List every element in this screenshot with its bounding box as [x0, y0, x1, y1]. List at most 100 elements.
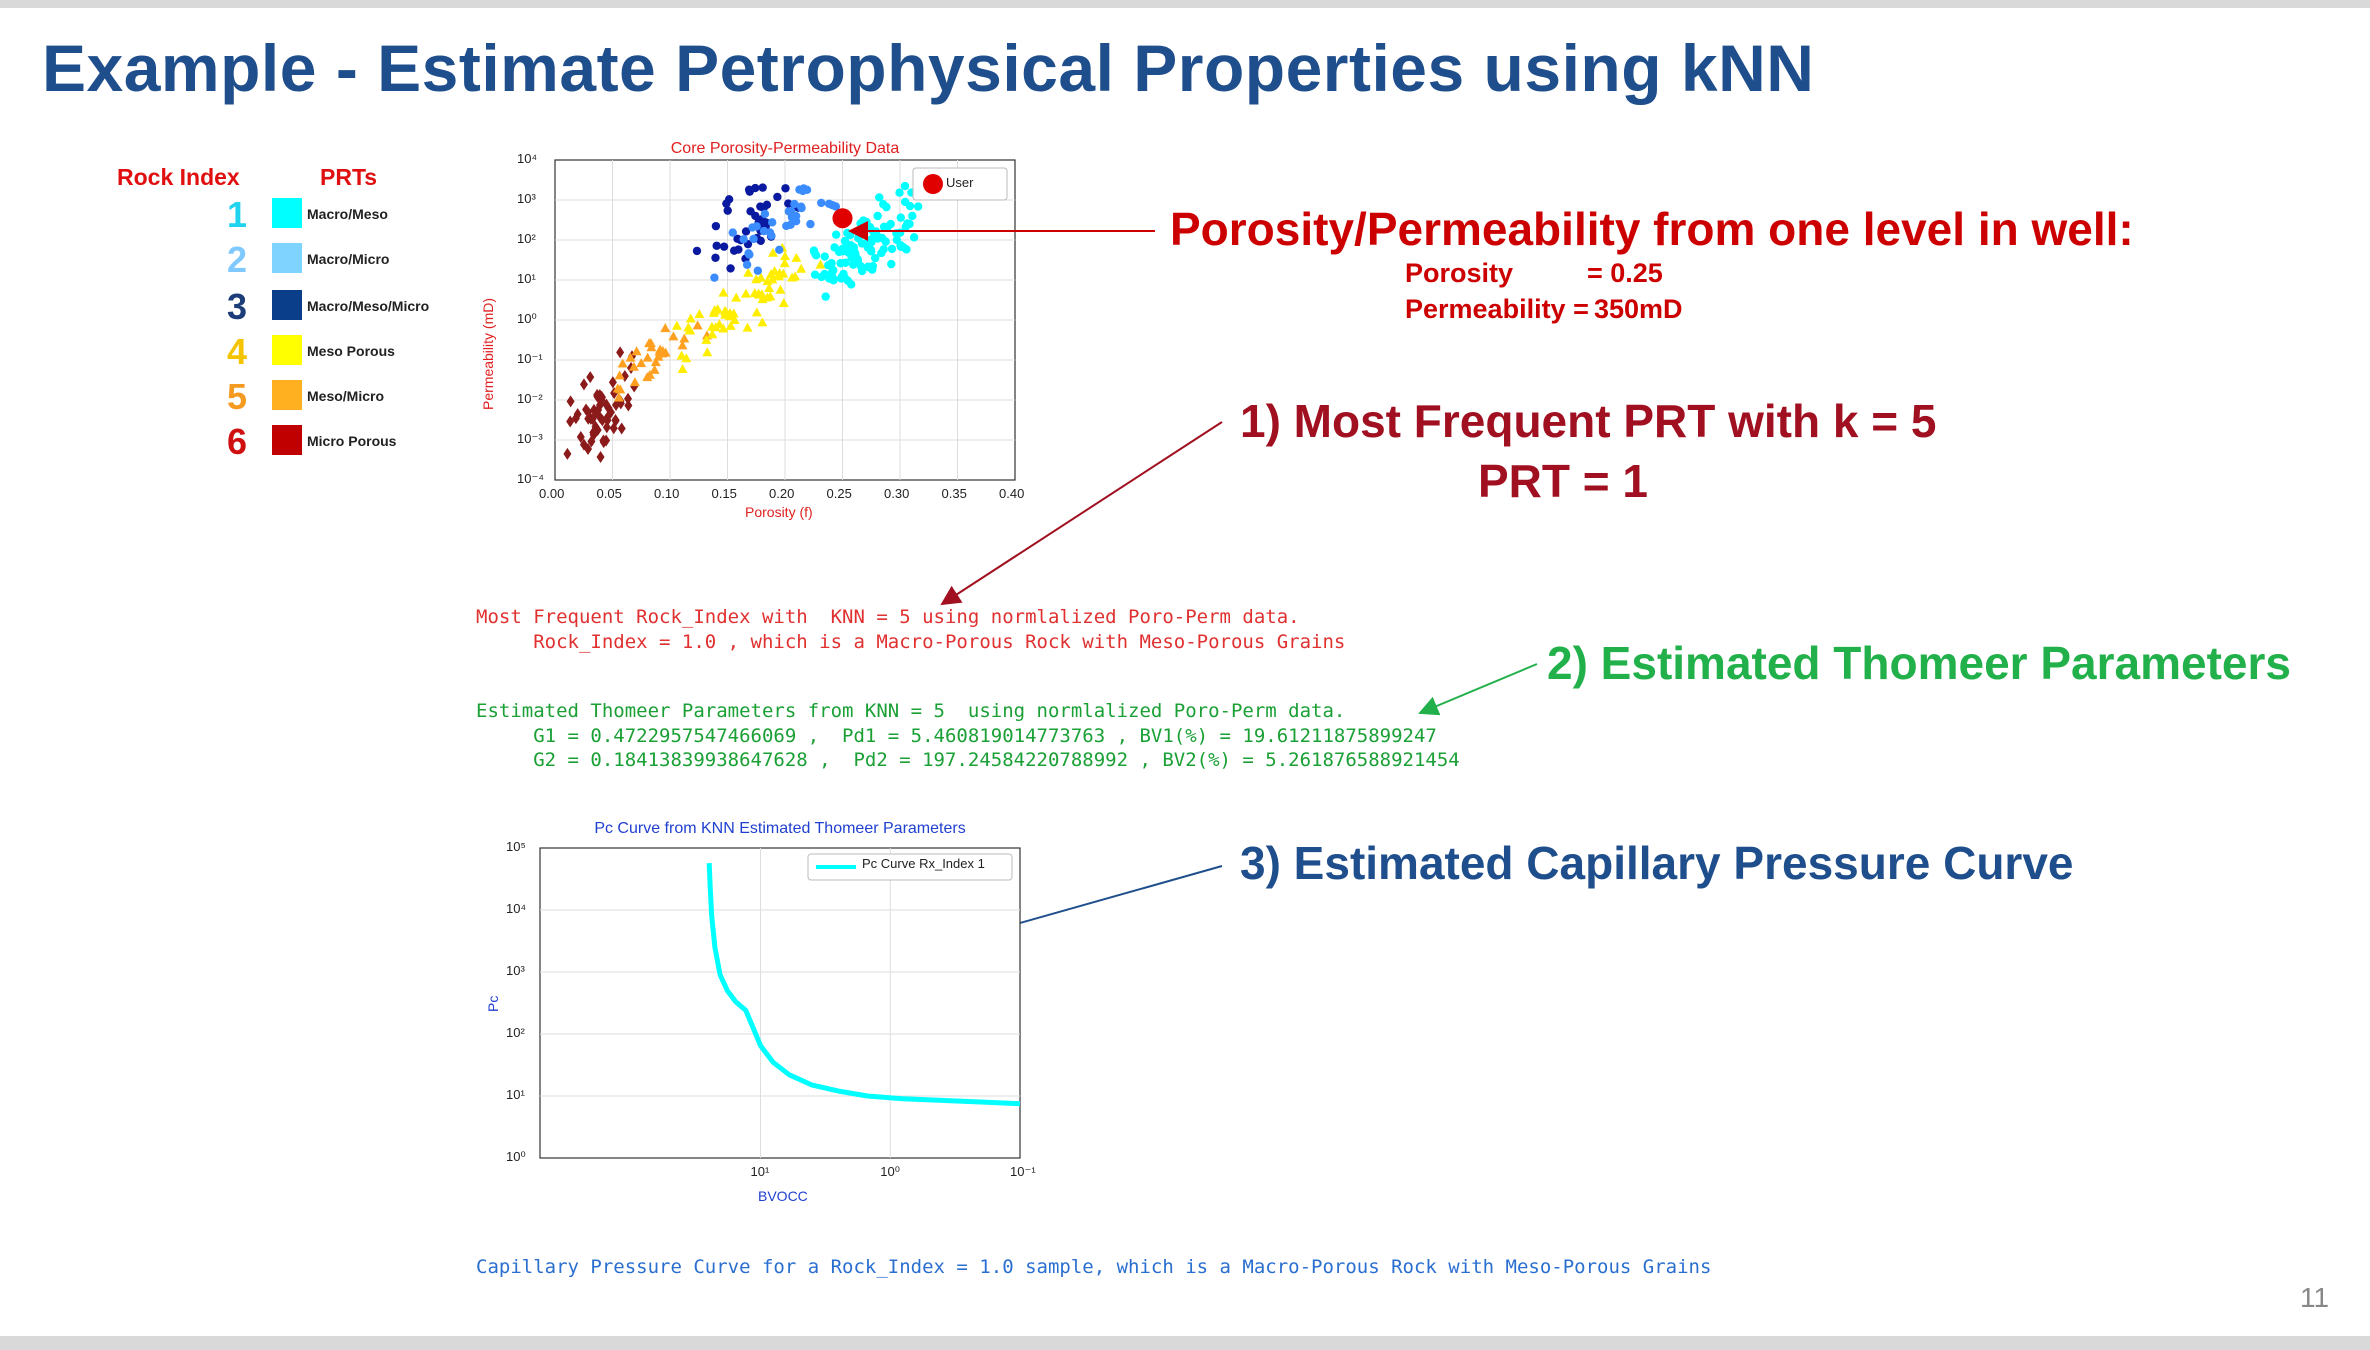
legend-swatch-4	[272, 335, 302, 365]
scatter-point-rock-1	[902, 245, 911, 254]
scatter-point-rock-1	[827, 258, 836, 268]
scatter-point-rock-2	[796, 202, 806, 211]
rock-index-header: Rock Index	[117, 164, 240, 190]
pc-plot-area	[539, 847, 1021, 1159]
scatter-xtick: 0.05	[596, 486, 622, 501]
scatter-point-rock-3	[724, 195, 734, 204]
scatter-point-rock-4	[779, 258, 790, 268]
scatter-point-rock-6	[616, 346, 625, 359]
legend-swatch-1	[272, 198, 302, 228]
scatter-point-rock-6	[584, 406, 593, 419]
scatter-point-rock-6	[624, 392, 633, 405]
pc-chart	[539, 847, 1021, 1159]
scatter-point-rock-5	[642, 352, 653, 362]
scatter-point-rock-4	[762, 276, 773, 286]
scatter-xtick: 0.35	[941, 486, 967, 501]
callout-poro-perm-title: Porosity/Permeability from one level in …	[1170, 203, 2134, 255]
scatter-point-rock-2	[749, 234, 758, 244]
scatter-point-rock-6	[566, 415, 575, 428]
scatter-point-rock-4	[677, 363, 688, 373]
scatter-point-rock-4	[751, 274, 762, 284]
scatter-point-rock-2	[817, 198, 826, 208]
scatter-point-rock-6	[586, 371, 595, 384]
scatter-point-rock-6	[612, 398, 621, 411]
scatter-point-rock-6	[617, 422, 626, 435]
scatter-point-rock-1	[843, 276, 853, 285]
pc-ytick: 10⁵	[506, 839, 526, 854]
scatter-point-rock-2	[710, 273, 719, 282]
scatter-point-rock-4	[768, 247, 779, 257]
scatter-xtick: 0.25	[826, 486, 852, 501]
scatter-point-rock-4	[725, 320, 736, 330]
scatter-point-rock-4	[671, 320, 682, 330]
scatter-point-rock-5	[613, 392, 624, 402]
legend-rock-index-2: 2	[226, 239, 248, 280]
scatter-point-rock-4	[720, 309, 731, 319]
scatter-point-rock-1	[877, 248, 886, 258]
scatter-point-rock-4	[815, 259, 826, 269]
legend-prt-label-2: Macro/Micro	[307, 251, 390, 267]
scatter-point-rock-6	[573, 408, 582, 421]
scatter-point-rock-3	[719, 242, 729, 251]
pc-xtick: 10¹	[750, 1164, 770, 1179]
scatter-point-rock-2	[806, 219, 815, 229]
scatter-point-rock-5	[660, 323, 671, 333]
scatter-ylabel: Permeability (mD)	[480, 297, 496, 410]
scatter-point-rock-1	[831, 230, 841, 239]
console-rock-index-line1: Most Frequent Rock_Index with KNN = 5 us…	[476, 606, 1300, 628]
scatter-point-rock-2	[739, 235, 748, 244]
callout-prt-result: PRT = 1	[1478, 455, 1649, 507]
callout-thomeer: 2) Estimated Thomeer Parameters	[1547, 637, 2291, 689]
scatter-point-rock-5	[625, 352, 636, 362]
scatter-point-rock-1	[821, 292, 830, 301]
scatter-point-rock-1	[913, 202, 923, 211]
scatter-point-rock-3	[781, 184, 790, 193]
scatter-point-rock-1	[875, 193, 884, 202]
scatter-ytick: 10⁰	[517, 311, 537, 326]
scatter-point-rock-1	[887, 244, 897, 254]
scatter-point-rock-6	[566, 395, 575, 408]
scatter-point-rock-2	[742, 260, 752, 269]
scatter-point-rock-1	[854, 234, 863, 243]
scatter-ytick: 10³	[517, 191, 536, 206]
scatter-point-rock-2	[775, 245, 784, 254]
pc-ylabel: Pc	[485, 995, 501, 1012]
scatter-point-rock-1	[838, 244, 847, 254]
scatter-point-rock-6	[563, 447, 572, 460]
scatter-point-rock-2	[831, 202, 840, 211]
scatter-point-rock-4	[796, 263, 807, 273]
scatter-ytick: 10⁻²	[517, 391, 543, 406]
scatter-point-rock-2	[782, 221, 791, 231]
scatter-point-rock-6	[602, 398, 611, 411]
scatter-point-rock-4	[743, 267, 754, 277]
scatter-point-rock-1	[847, 253, 856, 262]
scatter-point-rock-4	[718, 323, 729, 333]
scatter-point-rock-1	[856, 262, 866, 271]
scatter-point-rock-1	[881, 237, 890, 246]
scatter-xtick: 0.20	[769, 486, 795, 501]
pc-ytick: 10⁰	[506, 1149, 526, 1164]
scatter-legend	[912, 167, 1008, 201]
scatter-point-rock-3	[711, 253, 720, 262]
scatter-point-rock-4	[757, 294, 768, 304]
scatter-point-rock-2	[790, 199, 799, 209]
scatter-point-rock-4	[710, 322, 721, 332]
console-rock-index-line2: Rock_Index = 1.0 , which is a Macro-Poro…	[476, 631, 1346, 653]
scatter-point-rock-1	[839, 269, 848, 279]
console-capillary-line: Capillary Pressure Curve for a Rock_Inde…	[476, 1256, 1712, 1278]
arrow-thomeer	[1418, 663, 1538, 716]
page-number: 11	[2300, 1282, 2330, 1313]
scatter-ytick: 10⁻¹	[517, 351, 543, 366]
scatter-point-rock-5	[650, 357, 661, 367]
scatter-point-rock-3	[711, 221, 721, 231]
scatter-point-rock-5	[644, 369, 655, 379]
scatter-point-rock-1	[886, 219, 895, 229]
scatter-point-rock-1	[871, 253, 880, 263]
scatter-point-rock-6	[602, 421, 611, 434]
scatter-xtick: 0.15	[711, 486, 737, 501]
scatter-point-rock-2	[753, 266, 763, 275]
scatter-legend-marker	[923, 174, 943, 194]
scatter-point-rock-6	[610, 387, 619, 400]
pc-legend-label: Pc Curve Rx_Index 1	[862, 856, 985, 871]
scatter-point-rock-5	[615, 384, 626, 394]
